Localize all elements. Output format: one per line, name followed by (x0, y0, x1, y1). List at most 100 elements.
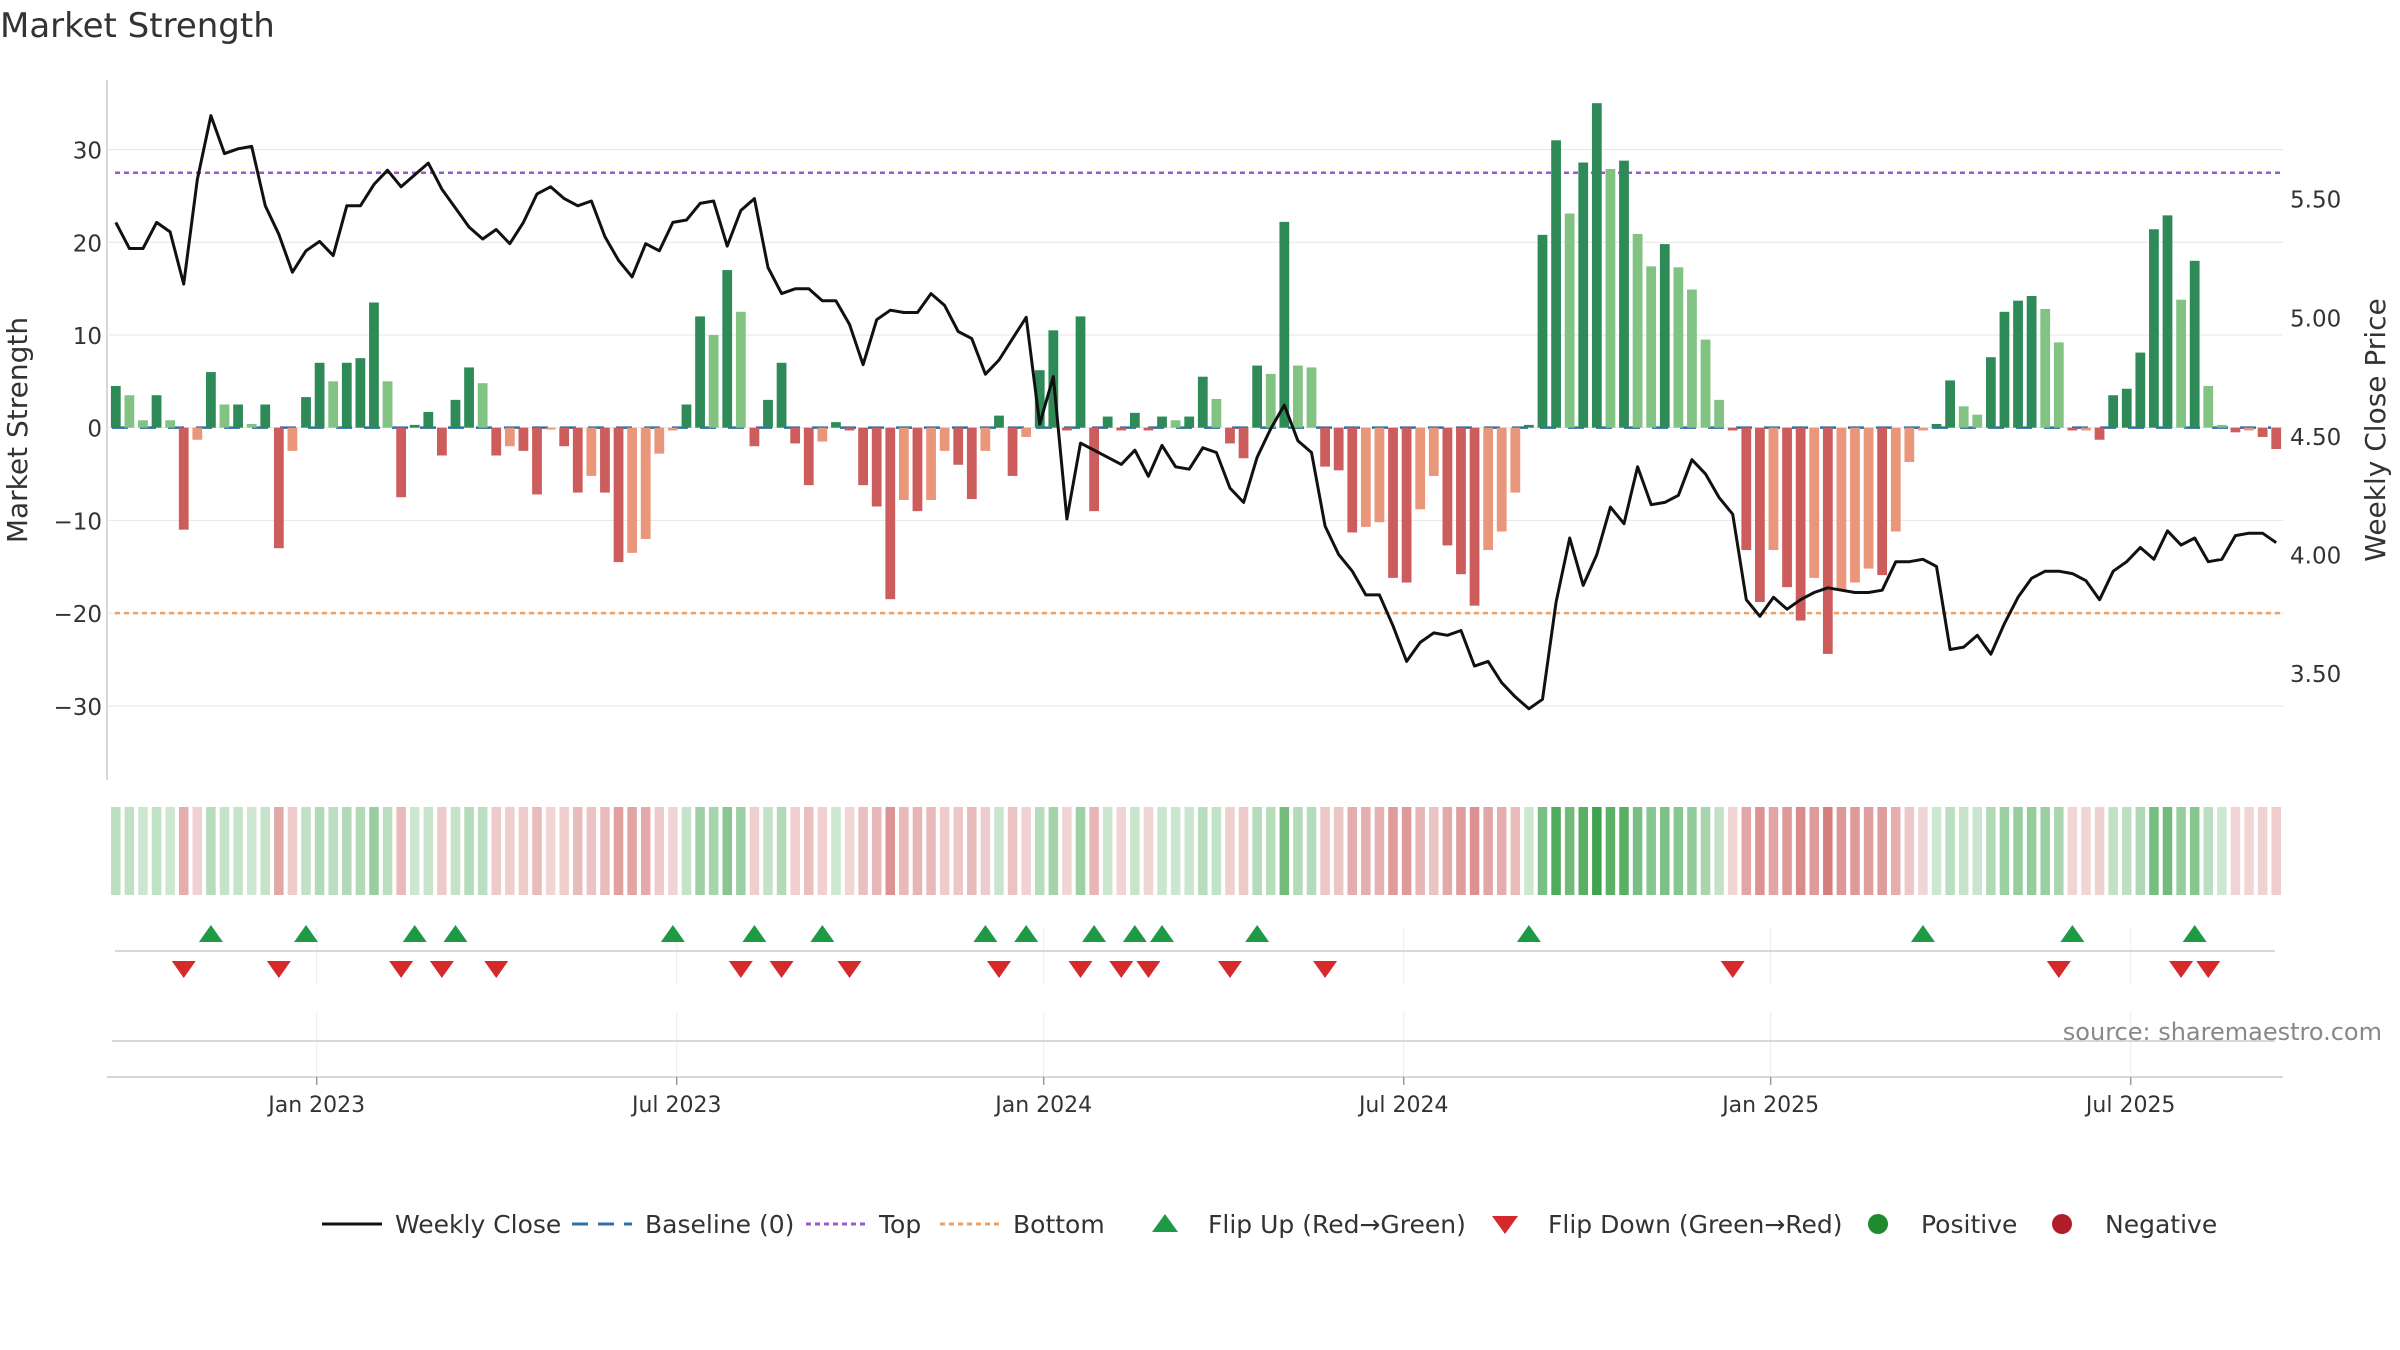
y-axis-right-label: Weekly Close Price (2359, 298, 2392, 561)
heat-cell (1578, 807, 1588, 895)
heat-cell (1021, 807, 1031, 895)
heat-cell (1564, 807, 1575, 895)
strength-bar (2026, 296, 2037, 428)
heat-cell (1727, 807, 1738, 895)
strength-bar (1007, 427, 1018, 476)
flip-down-marker (2196, 961, 2221, 978)
heat-cell (1388, 807, 1398, 895)
strength-bar (518, 427, 529, 451)
flip-up-marker (1014, 925, 1039, 942)
strength-bar (708, 334, 719, 428)
heat-cell (138, 807, 148, 895)
flip-down-marker (266, 961, 291, 978)
strength-bar (1197, 376, 1208, 428)
strength-bar (273, 427, 284, 549)
heat-cell (1333, 807, 1344, 895)
strength-bar (1170, 420, 1181, 428)
strength-bar (151, 395, 162, 428)
strength-bar (1238, 427, 1249, 459)
heat-cell (831, 807, 841, 895)
strength-bar (1754, 427, 1765, 602)
heat-cell (640, 807, 651, 895)
strength-bar (1918, 427, 1928, 431)
strength-bar (1714, 399, 1725, 428)
strength-bar (966, 427, 977, 500)
strength-bar (2271, 427, 2282, 450)
strength-bar (681, 404, 692, 428)
strength-bar (1143, 427, 1154, 431)
heat-cell (1130, 807, 1140, 895)
heat-cell (2108, 807, 2118, 895)
heat-cell (1632, 807, 1643, 895)
strength-bar (1537, 234, 1548, 428)
heat-cell (505, 807, 515, 895)
x-tick-label: Jul 2025 (2084, 1093, 2176, 1118)
strength-bar (1293, 365, 1303, 428)
strength-bar (450, 399, 461, 428)
flip-down-marker (429, 961, 454, 978)
heat-cell (233, 807, 243, 895)
strength-bar (1605, 169, 1616, 428)
flip-up-marker (2182, 925, 2207, 942)
heat-cell (804, 807, 814, 895)
heat-cell (967, 807, 977, 895)
legend-item: Flip Up (Red→Green) (1152, 1210, 1466, 1239)
strength-bar (138, 420, 148, 428)
flip-down-marker (769, 961, 794, 978)
strength-bar (735, 311, 746, 428)
heat-cell (2135, 807, 2146, 895)
heat-cell (1062, 807, 1072, 895)
heat-cell (708, 807, 719, 895)
strength-bar (1795, 427, 1806, 621)
heat-cell (871, 807, 882, 895)
strength-bar (1510, 427, 1521, 493)
heat-cell (1483, 807, 1493, 895)
heat-cell (559, 807, 569, 895)
heat-cell (1496, 807, 1507, 895)
flip-markers (115, 925, 2275, 978)
heat-cell (314, 807, 325, 895)
heat-cell (912, 807, 923, 895)
legend-swatch-circle (1868, 1214, 1888, 1234)
heat-cell (1415, 807, 1425, 895)
heat-cell (1986, 807, 1996, 895)
flip-up-marker (2060, 925, 2085, 942)
heat-cell (1850, 807, 1860, 895)
heat-cell (545, 807, 556, 895)
right-tick-label: 4.00 (2290, 544, 2341, 570)
strength-bar (287, 427, 298, 451)
heat-cell (1279, 807, 1290, 895)
heat-cell (2149, 807, 2159, 895)
strength-bar (341, 362, 352, 428)
heat-cell (1170, 807, 1181, 895)
flip-up-marker (294, 925, 319, 942)
strength-bar (260, 404, 271, 428)
heat-cell (1755, 807, 1765, 895)
strength-bar (1782, 427, 1792, 588)
heat-cell (1700, 807, 1711, 895)
strength-bar (1999, 311, 2010, 428)
heat-cell (1714, 807, 1724, 895)
strength-bar (464, 367, 474, 428)
heat-cell (1592, 807, 1602, 895)
strength-bar (409, 424, 420, 428)
axes: 30 20 10 0 −10 −20 −30 5.50 5.00 4.50 4.00 3.50 (53, 80, 2341, 780)
strength-bar (1768, 427, 1779, 551)
heat-cell (926, 807, 936, 895)
heat-cell (1904, 807, 1915, 895)
strength-bar (1822, 427, 1833, 654)
heat-cell (477, 807, 488, 895)
heat-cell (600, 807, 610, 895)
strength-heat-strip (111, 807, 2281, 895)
flip-down-marker (1217, 961, 1242, 978)
heat-cell (450, 807, 461, 895)
heat-cell (1999, 807, 2010, 895)
strength-bar (1442, 427, 1453, 546)
flip-up-marker (1245, 925, 1270, 942)
strength-bar (695, 316, 705, 428)
heat-cell (1211, 807, 1222, 895)
heat-cell (1863, 807, 1874, 895)
strength-bar (926, 427, 936, 500)
strength-bar (504, 427, 515, 447)
strength-bar (600, 427, 610, 493)
